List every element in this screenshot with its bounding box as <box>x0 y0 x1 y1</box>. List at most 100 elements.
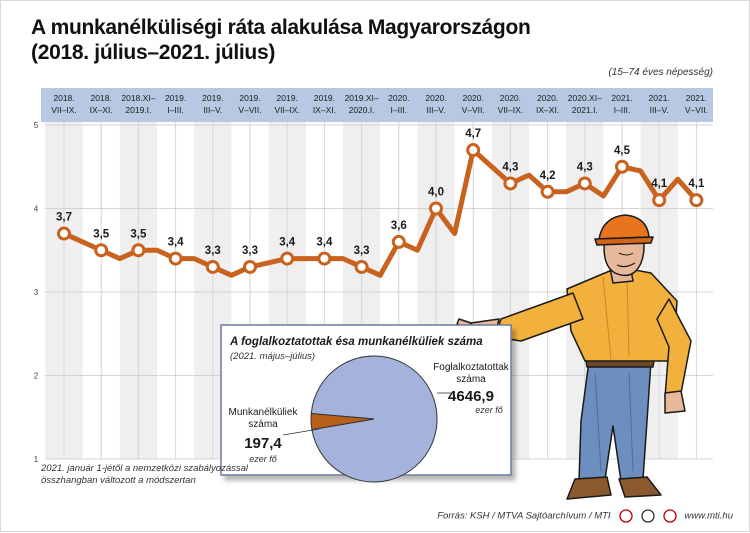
period-label-months: 2020.I. <box>349 105 375 115</box>
data-point <box>540 184 555 199</box>
period-label-months: IX–XI. <box>536 105 559 115</box>
period-label-months: III–V. <box>203 105 222 115</box>
period-label-months: III–V. <box>426 105 445 115</box>
unemployed-leader <box>282 428 320 436</box>
value-label: 4,5 <box>614 145 631 157</box>
data-point <box>94 243 109 258</box>
period-label-months: V–VII. <box>238 105 261 115</box>
data-point <box>466 143 481 158</box>
value-label: 3,6 <box>391 220 407 232</box>
period-label-months: I–III. <box>391 105 408 115</box>
period-label-months: 2019.I. <box>125 105 151 115</box>
unemployed-label: Munkanélküliek <box>229 407 299 418</box>
value-label: 3,4 <box>279 237 296 249</box>
period-label-year: 2020. <box>500 93 521 103</box>
value-label: 3,5 <box>93 228 110 240</box>
footnote-line-2: összhangban változott a módszertan <box>41 475 196 486</box>
y-tick-label: 4 <box>34 205 39 214</box>
period-label-year: 2021. <box>611 93 632 103</box>
value-label: 3,4 <box>316 237 333 249</box>
source-credits: Forrás: KSH / MTVA Sajtóarchívum / MTI w… <box>437 509 733 523</box>
period-label-year: 2019. <box>239 93 260 103</box>
period-label-months: VII–IX. <box>51 105 77 115</box>
data-point <box>280 251 295 266</box>
period-label-year: 2021. <box>686 93 707 103</box>
period-label-months: I–III. <box>614 105 631 115</box>
value-label: 4,3 <box>502 161 518 173</box>
unemployed-label-2: száma <box>248 419 278 430</box>
period-label-year: 2020.XI– <box>568 93 602 103</box>
chart-title: A munkanélküliségi ráta alakulása Magyar… <box>31 15 531 65</box>
value-label: 4,7 <box>465 128 481 140</box>
period-label-year: 2018. <box>53 93 74 103</box>
data-point <box>429 201 443 216</box>
data-point <box>168 251 183 266</box>
data-point <box>57 226 71 241</box>
pie-chart: A foglalkoztatottak ésa munkanélküliek s… <box>229 336 510 483</box>
period-label-year: 2020. <box>537 93 558 103</box>
data-point <box>317 251 332 266</box>
period-label-months: I–III. <box>167 105 184 115</box>
value-label: 4,2 <box>540 170 556 182</box>
period-label-year: 2019. <box>165 93 186 103</box>
period-header-band <box>41 88 713 122</box>
employed-label-2: száma <box>456 374 486 385</box>
pie-title: A foglalkoztatottak ésa munkanélküliek s… <box>229 336 483 348</box>
mti-logo-icon <box>640 509 655 523</box>
data-point <box>577 176 592 191</box>
data-point <box>354 259 369 274</box>
archive-logo-icon <box>662 509 677 523</box>
data-point <box>503 176 518 191</box>
pie-slice-unemployed <box>310 412 375 431</box>
data-point <box>131 243 146 258</box>
employed-unit: ezer fő <box>475 405 504 415</box>
period-label-year: 2018.XI– <box>121 93 155 103</box>
title-line-2: (2018. július–2021. július) <box>31 41 276 64</box>
value-label: 3,3 <box>354 245 370 257</box>
value-label: 3,3 <box>205 245 221 257</box>
period-label-year: 2020. <box>463 93 484 103</box>
website-link[interactable]: www.mti.hu <box>684 510 733 522</box>
data-point <box>652 193 667 208</box>
data-point <box>391 234 406 249</box>
value-label: 3,5 <box>130 228 147 240</box>
period-label-months: IX–XI. <box>90 105 113 115</box>
value-label: 4,1 <box>688 178 705 190</box>
period-label-year: 2020. <box>388 93 409 103</box>
period-label-year: 2019. <box>202 93 223 103</box>
period-label-months: IX–XI. <box>313 105 336 115</box>
period-label-year: 2021. <box>649 93 670 103</box>
data-point <box>615 159 629 174</box>
period-label-months: V–VII. <box>685 105 708 115</box>
value-label: 4,3 <box>577 161 593 173</box>
pie-subtitle: (2021. május–július) <box>230 351 315 362</box>
employed-value: 4646,9 <box>448 388 494 405</box>
value-label: 3,7 <box>56 212 72 224</box>
data-point <box>689 193 704 208</box>
period-label-months: VII–IX. <box>274 105 300 115</box>
logos <box>618 509 677 523</box>
period-label-year: 2020. <box>425 93 446 103</box>
period-label-months: VII–IX. <box>498 105 524 115</box>
y-tick-label: 3 <box>34 288 39 297</box>
y-tick-label: 1 <box>34 455 39 464</box>
worker-illustration <box>456 214 692 500</box>
y-tick-label: 5 <box>34 121 39 130</box>
data-point <box>243 259 257 274</box>
data-points <box>57 143 704 274</box>
title-line-1: A munkanélküliségi ráta alakulása Magyar… <box>31 16 531 39</box>
employed-label: Foglalkoztatottak <box>433 362 510 373</box>
y-axis: 1 2 3 4 5 <box>34 121 39 464</box>
period-label-months: V–VII. <box>462 105 485 115</box>
data-point <box>205 259 220 274</box>
methodology-footnote: 2021. január 1-jétől a nemzetközi szabál… <box>41 463 248 487</box>
value-label: 4,1 <box>651 178 668 190</box>
period-label-year: 2018. <box>91 93 112 103</box>
value-label: 3,3 <box>242 245 258 257</box>
period-label-year: 2019. <box>314 93 335 103</box>
pie-slice-employed <box>310 355 438 483</box>
value-label: 4,0 <box>428 187 444 199</box>
period-label-months: 2021.I. <box>572 105 598 115</box>
